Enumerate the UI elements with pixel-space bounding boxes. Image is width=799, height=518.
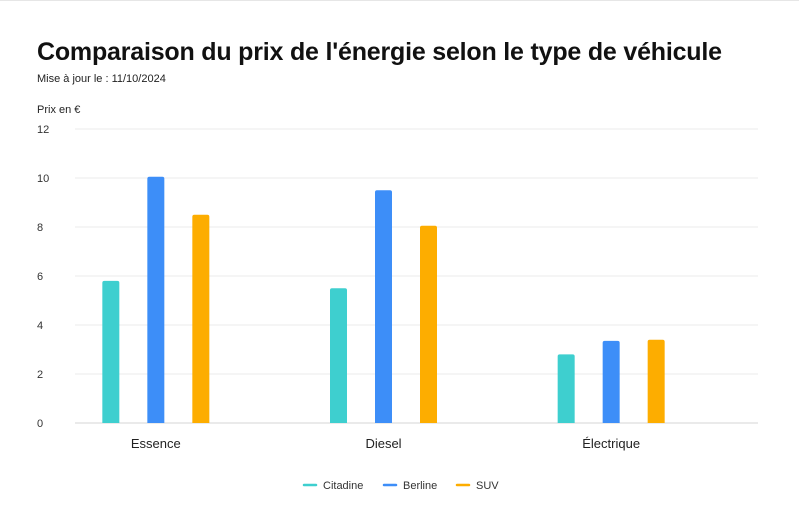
gridlines (75, 128, 758, 424)
y-tick-label: 4 (37, 320, 43, 332)
bar-berline-électrique[interactable] (602, 340, 620, 423)
x-category-label: Électrique (582, 436, 640, 451)
y-axis-ticks: 0 2 4 6 8 10 12 (37, 124, 49, 430)
bar-suv-essence[interactable] (192, 214, 210, 423)
y-tick-label: 10 (37, 173, 49, 185)
bar-suv-électrique[interactable] (647, 339, 665, 423)
bar-citadine-essence[interactable] (102, 280, 120, 423)
legend[interactable]: Citadine Berline SUV (302, 480, 499, 492)
bar-berline-diesel[interactable] (375, 190, 392, 423)
y-tick-label: 8 (37, 222, 43, 234)
bar-citadine-diesel[interactable] (330, 288, 347, 423)
chart-subtitle: Mise à jour le : 11/10/2024 (37, 73, 166, 85)
legend-label: Berline (403, 480, 437, 492)
y-tick-label: 2 (37, 369, 43, 381)
bar-berline-essence[interactable] (147, 176, 165, 423)
bar-suv-diesel[interactable] (420, 225, 437, 423)
x-category-label: Essence (131, 436, 181, 451)
bar-citadine-électrique[interactable] (557, 354, 575, 423)
x-category-label: Diesel (365, 436, 401, 451)
x-axis-labels: Essence Diesel Électrique (131, 436, 640, 451)
legend-label: Citadine (323, 480, 363, 492)
y-tick-label: 6 (37, 271, 43, 283)
legend-label: SUV (476, 480, 499, 492)
y-axis-label: Prix en € (37, 104, 80, 116)
top-border (0, 0, 799, 1)
legend-item-berline[interactable]: Berline (382, 480, 437, 492)
y-tick-label: 12 (37, 124, 49, 136)
legend-item-citadine[interactable]: Citadine (302, 480, 363, 492)
y-tick-label: 0 (37, 418, 43, 430)
chart-title: Comparaison du prix de l'énergie selon l… (37, 38, 722, 66)
bars (102, 176, 665, 423)
legend-item-suv[interactable]: SUV (455, 480, 499, 492)
